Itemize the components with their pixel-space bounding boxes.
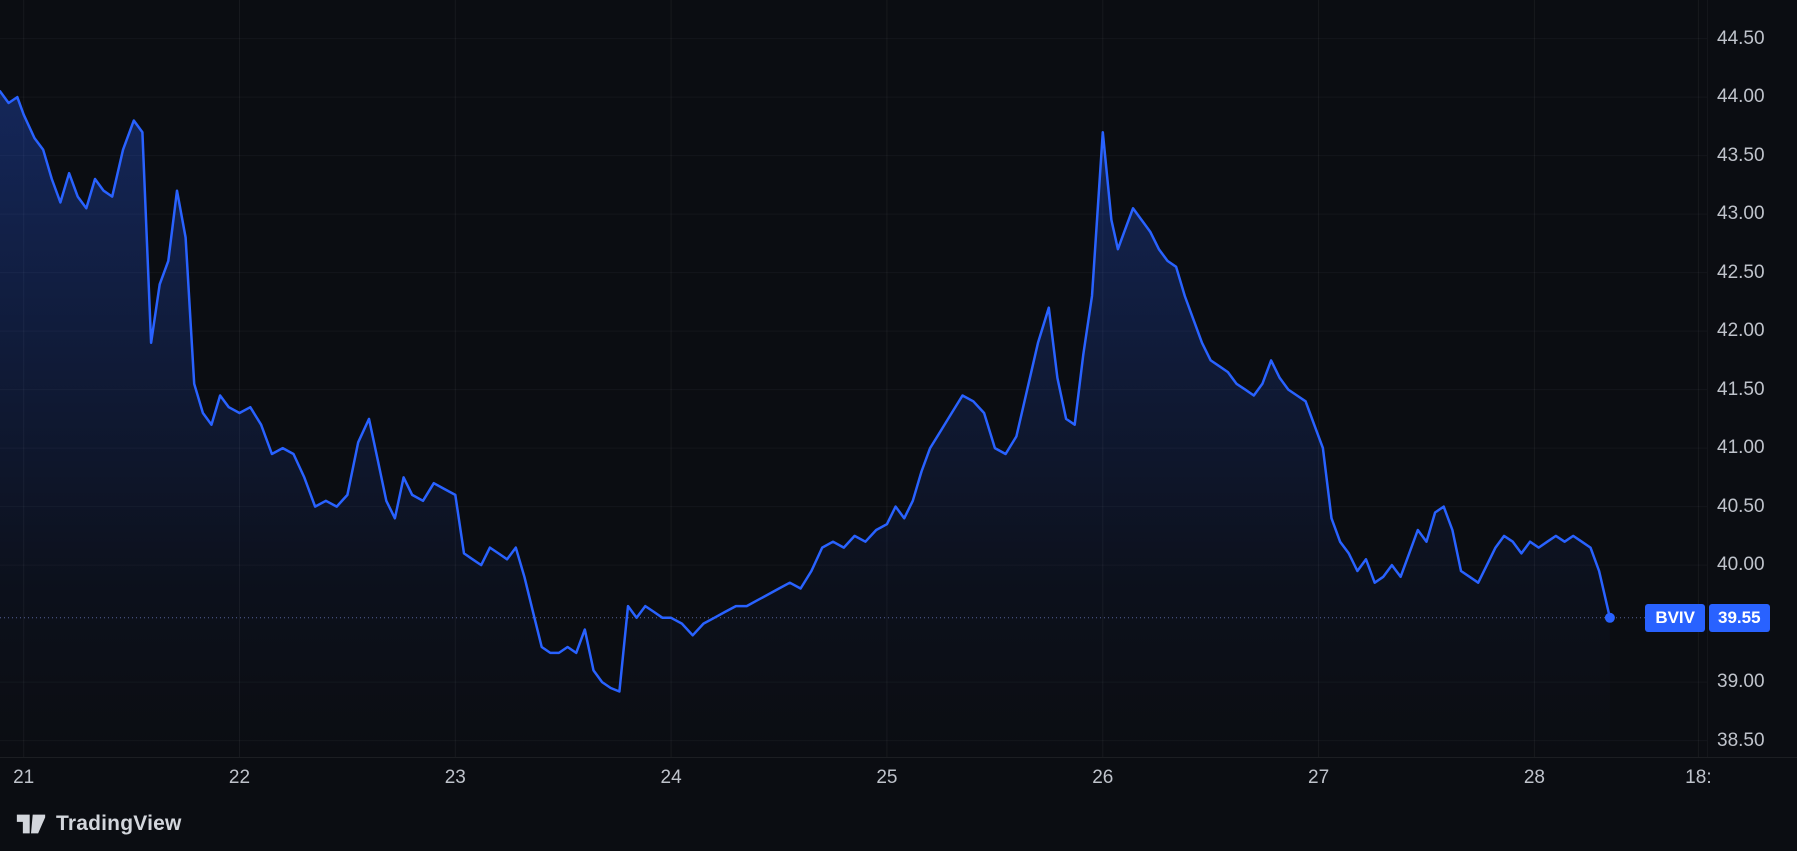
price-tick-label: 41.00 (1717, 437, 1765, 459)
tradingview-brand-text[interactable]: TradingView (56, 812, 182, 835)
gridlines (23, 0, 1699, 757)
series-line (0, 90, 1612, 693)
price-tick-label: 43.00 (1717, 203, 1765, 225)
time-tick-label: 22 (228, 766, 251, 788)
price-tick-label: 42.50 (1717, 261, 1765, 283)
attribution-bar: TradingView (0, 797, 1797, 851)
price-series-svg (0, 0, 1707, 757)
price-tick-label: 43.50 (1717, 144, 1765, 166)
chart-plot-area[interactable] (0, 0, 1707, 757)
symbol-badge: BVIV (1645, 603, 1705, 632)
tradingview-logo-icon[interactable] (16, 812, 46, 836)
area-fill (0, 91, 1610, 757)
current-price-badge: 39.55 (1709, 603, 1770, 632)
time-tick-label: 28 (1523, 766, 1545, 788)
price-tick-label: 42.00 (1717, 320, 1765, 342)
time-tick-label: 21 (13, 766, 35, 788)
price-tick-label: 40.00 (1717, 554, 1765, 576)
last-price-dot (1604, 612, 1615, 623)
price-tick-label: 38.50 (1717, 729, 1765, 751)
time-tick-label: 23 (444, 766, 466, 788)
price-tick-label: 44.00 (1717, 86, 1765, 108)
price-tick-label: 39.00 (1717, 671, 1765, 693)
time-tick-label: 26 (1092, 766, 1114, 788)
price-axis[interactable]: 44.50 44.00 43.50 43.00 42.50 42.00 41.50 41.00… (1707, 0, 1797, 757)
time-tick-label: 25 (876, 766, 898, 788)
time-tick-label: 18: (1685, 766, 1712, 788)
price-tick-label: 44.50 (1717, 27, 1765, 49)
price-tick-label: 40.50 (1717, 495, 1765, 517)
price-tick-label: 41.50 (1717, 378, 1765, 400)
time-tick-label: 24 (660, 766, 682, 788)
time-axis[interactable]: 21 22 23 24 25 26 27 28 18: (0, 757, 1797, 797)
time-tick-label: 27 (1308, 766, 1330, 788)
